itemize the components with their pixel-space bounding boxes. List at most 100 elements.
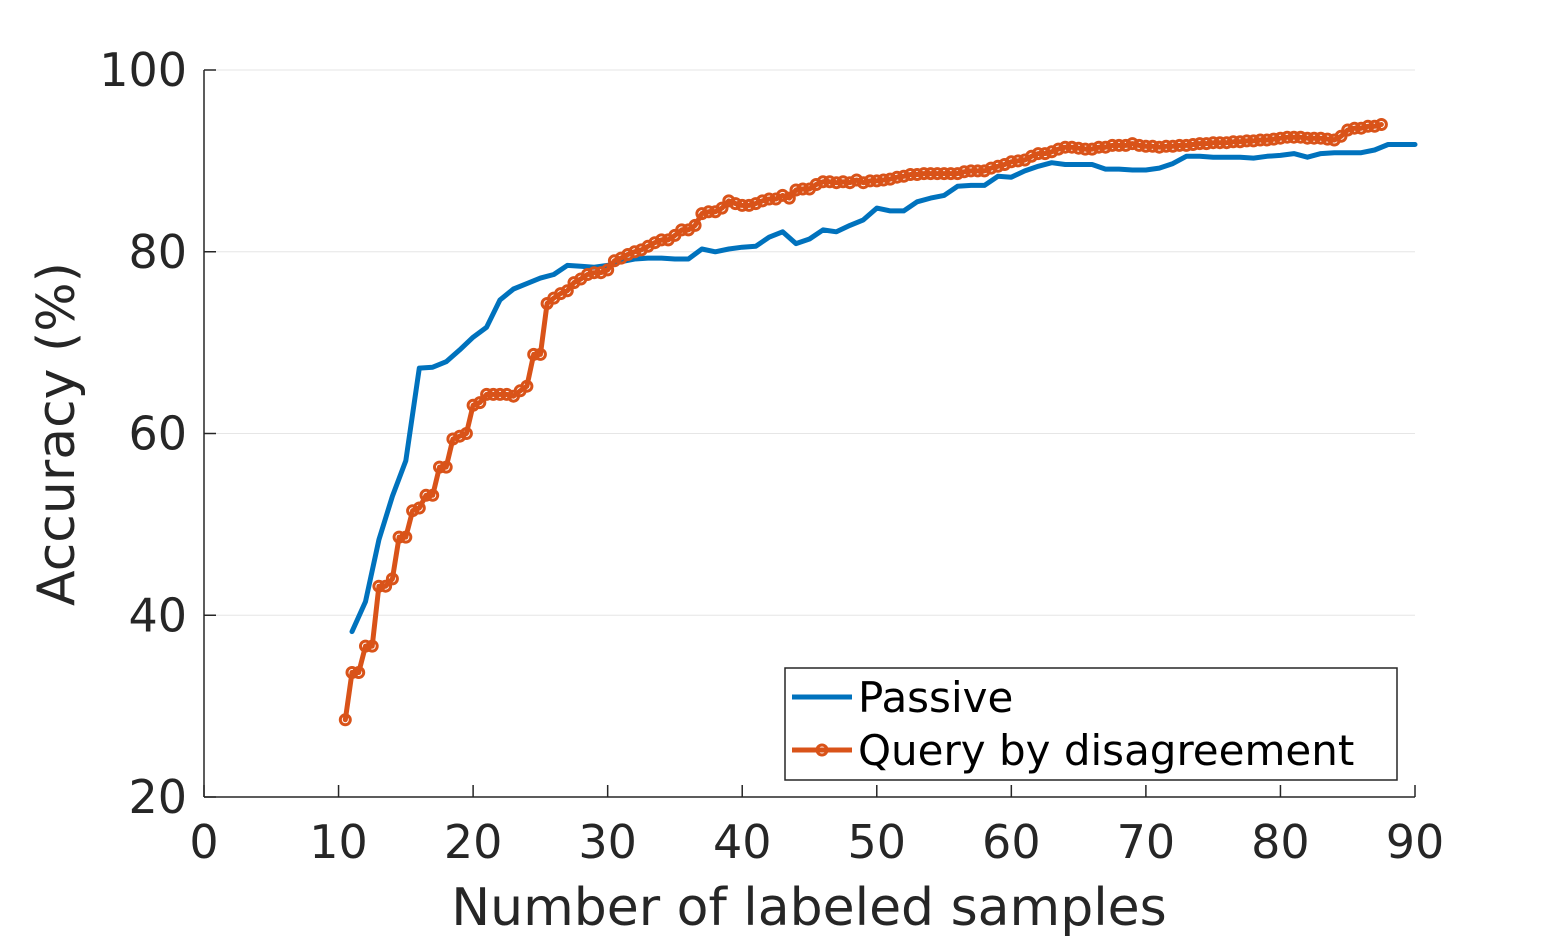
data-point-query-by-disagreement [1199,137,1213,151]
data-point-query-by-disagreement [782,191,796,205]
y-tick-label: 40 [128,588,187,642]
data-point-query-by-disagreement [977,164,991,178]
data-point-query-by-disagreement [1253,133,1267,147]
data-point-query-by-disagreement [897,169,911,183]
data-point-query-by-disagreement [1125,137,1139,151]
data-point-query-by-disagreement [1078,142,1092,156]
data-point-query-by-disagreement [883,172,897,186]
data-point-query-by-disagreement [1247,134,1260,148]
data-point-query-by-disagreement [729,197,742,211]
data-point-query-by-disagreement [1119,138,1133,152]
data-point-query-by-disagreement [338,713,352,727]
series-line-passive [349,142,1418,635]
data-point-query-by-disagreement [1051,142,1065,156]
data-point-query-by-disagreement [412,501,426,515]
data-point-query-by-disagreement [439,460,453,474]
data-point-query-by-disagreement [930,167,944,181]
data-point-query-by-disagreement [1146,139,1160,153]
data-point-query-by-disagreement [776,188,790,202]
y-tick-label: 80 [128,225,187,279]
data-point-query-by-disagreement [870,174,884,188]
data-point-query-by-disagreement [796,182,810,196]
data-point-query-by-disagreement [762,192,776,206]
data-point-query-by-disagreement [951,167,964,181]
data-point-query-by-disagreement [1132,138,1146,152]
x-tick-label: 80 [1251,815,1310,869]
data-point-query-by-disagreement [702,205,716,219]
data-point-query-by-disagreement [1314,131,1328,145]
data-point-query-by-disagreement [1152,140,1166,154]
data-point-query-by-disagreement [365,639,379,653]
data-point-query-by-disagreement [1173,138,1186,152]
series [338,118,1418,727]
data-point-query-by-disagreement [621,248,635,261]
data-point-query-by-disagreement [1025,149,1038,163]
data-point-query-by-disagreement [971,164,985,178]
data-point-query-by-disagreement [722,194,736,208]
data-point-query-by-disagreement [789,183,803,197]
data-point-query-by-disagreement [1092,140,1106,154]
data-point-query-by-disagreement [493,387,507,401]
data-point-query-by-disagreement [1294,130,1308,144]
y-tick-label: 60 [128,407,187,461]
data-point-query-by-disagreement [1321,132,1334,146]
data-point-query-by-disagreement [607,254,621,268]
data-point-query-by-disagreement [1206,136,1220,150]
data-point-query-by-disagreement [533,347,547,361]
data-point-query-by-disagreement [1072,141,1086,155]
data-point-query-by-disagreement [1159,139,1173,153]
data-point-query-by-disagreement [850,173,864,187]
data-point-query-by-disagreement [1213,136,1227,150]
data-point-query-by-disagreement [1166,139,1180,153]
data-point-query-by-disagreement [392,530,406,544]
data-point-query-by-disagreement [359,639,372,653]
data-point-query-by-disagreement [399,530,413,544]
data-point-query-by-disagreement [1307,131,1321,145]
data-point-query-by-disagreement [1273,131,1287,145]
data-point-query-by-disagreement [1179,138,1193,152]
data-point-query-by-disagreement [648,236,662,250]
data-point-query-by-disagreement [601,263,615,277]
data-point-query-by-disagreement [1099,140,1112,154]
legend-box [784,667,1398,781]
data-point-query-by-disagreement [581,268,594,281]
data-point-query-by-disagreement [917,167,931,181]
data-point-query-by-disagreement [1065,140,1079,154]
data-point-query-by-disagreement [372,579,386,593]
data-point-query-by-disagreement [473,396,487,410]
x-tick-label: 20 [444,815,503,869]
data-point-query-by-disagreement [735,198,749,212]
data-point-query-by-disagreement [406,504,420,518]
data-point-query-by-disagreement [1186,138,1200,151]
x-tick-label: 10 [309,815,368,869]
data-point-query-by-disagreement [385,572,399,586]
data-point-query-by-disagreement [809,178,823,191]
data-point-query-by-disagreement [1334,129,1348,143]
data-point-query-by-disagreement [1348,121,1361,135]
grid [204,69,1415,616]
data-point-query-by-disagreement [1105,138,1119,152]
data-point-query-by-disagreement [1267,132,1281,146]
data-point-query-by-disagreement [446,432,460,446]
x-tick-label: 40 [713,815,772,869]
data-point-query-by-disagreement [560,284,574,298]
x-tick-label: 70 [1117,815,1176,869]
data-point-query-by-disagreement [903,168,917,181]
data-point-query-by-disagreement [1341,123,1355,137]
data-point-query-by-disagreement [1011,154,1025,168]
data-point-query-by-disagreement [426,488,440,502]
data-point-query-by-disagreement [419,488,433,502]
legend-marker-query-by-disagreement [815,743,829,757]
data-point-query-by-disagreement [816,175,830,189]
ticks: 20 40 60 80 100 0 10 20 30 40 50 60 70 80 90 [99,43,1444,869]
data-point-query-by-disagreement [715,201,729,215]
x-tick-label: 30 [578,815,637,869]
data-point-query-by-disagreement [1004,155,1018,169]
data-point-query-by-disagreement [924,167,938,181]
legend: Passive Query by disagreement [784,667,1398,781]
data-point-query-by-disagreement [695,207,709,221]
data-point-query-by-disagreement [863,174,877,188]
data-point-query-by-disagreement [944,167,958,181]
data-point-query-by-disagreement [910,168,924,181]
data-point-query-by-disagreement [675,223,689,237]
